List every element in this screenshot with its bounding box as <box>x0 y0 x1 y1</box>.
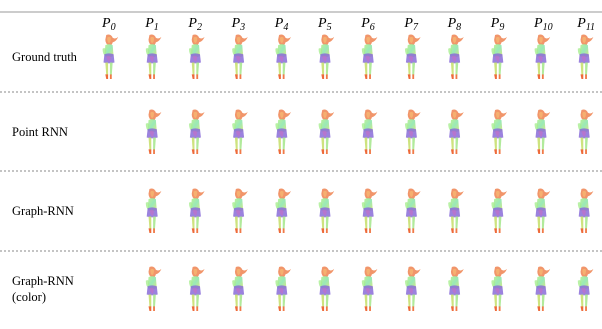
point-cloud-figure <box>578 34 594 79</box>
point-cloud-figure <box>578 188 594 233</box>
column-header: P5 <box>317 16 332 33</box>
header-base: P <box>101 16 111 31</box>
point-cloud-figure <box>535 109 551 154</box>
column-header: P7 <box>403 16 419 33</box>
header-base: P <box>231 16 241 31</box>
column-header: P10 <box>533 16 553 33</box>
row-label: Point RNN <box>12 125 68 139</box>
header-sub: 6 <box>370 22 375 33</box>
point-cloud-figure <box>405 109 421 154</box>
point-cloud-figure <box>189 188 205 233</box>
header-sub: 7 <box>413 22 419 33</box>
point-cloud-figure <box>362 109 378 154</box>
point-cloud-figure <box>189 266 205 311</box>
point-cloud-figure <box>319 34 335 79</box>
point-cloud-figure <box>232 266 248 311</box>
point-cloud-figure <box>578 266 594 311</box>
header-base: P <box>403 16 413 31</box>
row-label: Graph-RNN <box>12 274 74 288</box>
point-cloud-figure <box>275 109 291 154</box>
header-base: P <box>187 16 197 31</box>
point-cloud-figure <box>146 188 162 233</box>
header-base: P <box>576 16 586 31</box>
point-cloud-figure <box>578 109 594 154</box>
header-sub: 5 <box>327 22 332 33</box>
point-cloud-figure <box>146 109 162 154</box>
column-header: P8 <box>447 16 462 33</box>
header-sub: 8 <box>456 22 461 33</box>
header-sub: 10 <box>543 22 553 33</box>
figure: P0P1P2P3P4P5P6P7P8P9P10P11Ground truthPo… <box>0 0 602 329</box>
point-cloud-figure <box>319 188 335 233</box>
header-base: P <box>144 16 154 31</box>
row-separators <box>0 92 602 251</box>
point-cloud-figure <box>491 109 507 154</box>
column-header: P0 <box>101 16 116 33</box>
point-cloud-figure <box>405 188 421 233</box>
point-cloud-figure <box>319 266 335 311</box>
point-cloud-figure <box>491 34 507 79</box>
point-cloud-figure <box>319 109 335 154</box>
column-header: P3 <box>231 16 246 33</box>
point-cloud-figure <box>535 266 551 311</box>
point-cloud-figure <box>103 34 119 79</box>
row-label: (color) <box>12 290 46 304</box>
point-cloud-figure <box>448 109 464 154</box>
column-header: P1 <box>144 16 159 33</box>
point-cloud-figure <box>232 188 248 233</box>
point-cloud-figure <box>189 34 205 79</box>
column-header: P6 <box>360 16 375 33</box>
header-base: P <box>274 16 284 31</box>
point-cloud-figure <box>232 109 248 154</box>
column-header: P11 <box>576 16 595 33</box>
point-cloud-figure <box>146 266 162 311</box>
header-sub: 0 <box>111 22 116 33</box>
column-header: P2 <box>187 16 202 33</box>
point-cloud-figure <box>448 188 464 233</box>
header-base: P <box>317 16 327 31</box>
header-sub: 4 <box>283 22 288 33</box>
point-cloud-figure <box>491 266 507 311</box>
point-cloud-figure <box>232 34 248 79</box>
point-cloud-figure <box>405 34 421 79</box>
point-cloud-figure <box>362 34 378 79</box>
point-cloud-figure <box>275 266 291 311</box>
header-sub: 11 <box>586 22 595 33</box>
header-sub: 9 <box>499 22 504 33</box>
point-cloud-figure <box>362 266 378 311</box>
header-base: P <box>533 16 543 31</box>
header-sub: 2 <box>197 22 202 33</box>
point-cloud-figure <box>535 34 551 79</box>
point-cloud-figure <box>275 34 291 79</box>
point-cloud-figure <box>189 109 205 154</box>
point-cloud-figure <box>491 188 507 233</box>
column-header: P9 <box>490 16 505 33</box>
point-cloud-figure <box>448 34 464 79</box>
point-cloud-figure <box>405 266 421 311</box>
row-label: Ground truth <box>12 50 78 64</box>
header-base: P <box>447 16 457 31</box>
header-sub: 3 <box>239 22 245 33</box>
point-cloud-figure <box>535 188 551 233</box>
point-cloud-figure <box>275 188 291 233</box>
header-sub: 1 <box>154 22 159 33</box>
row-label: Graph-RNN <box>12 204 74 218</box>
point-cloud-figure <box>448 266 464 311</box>
point-cloud-figure <box>362 188 378 233</box>
point-cloud-figure <box>146 34 162 79</box>
column-header: P4 <box>274 16 289 33</box>
header-base: P <box>490 16 500 31</box>
header-base: P <box>360 16 370 31</box>
